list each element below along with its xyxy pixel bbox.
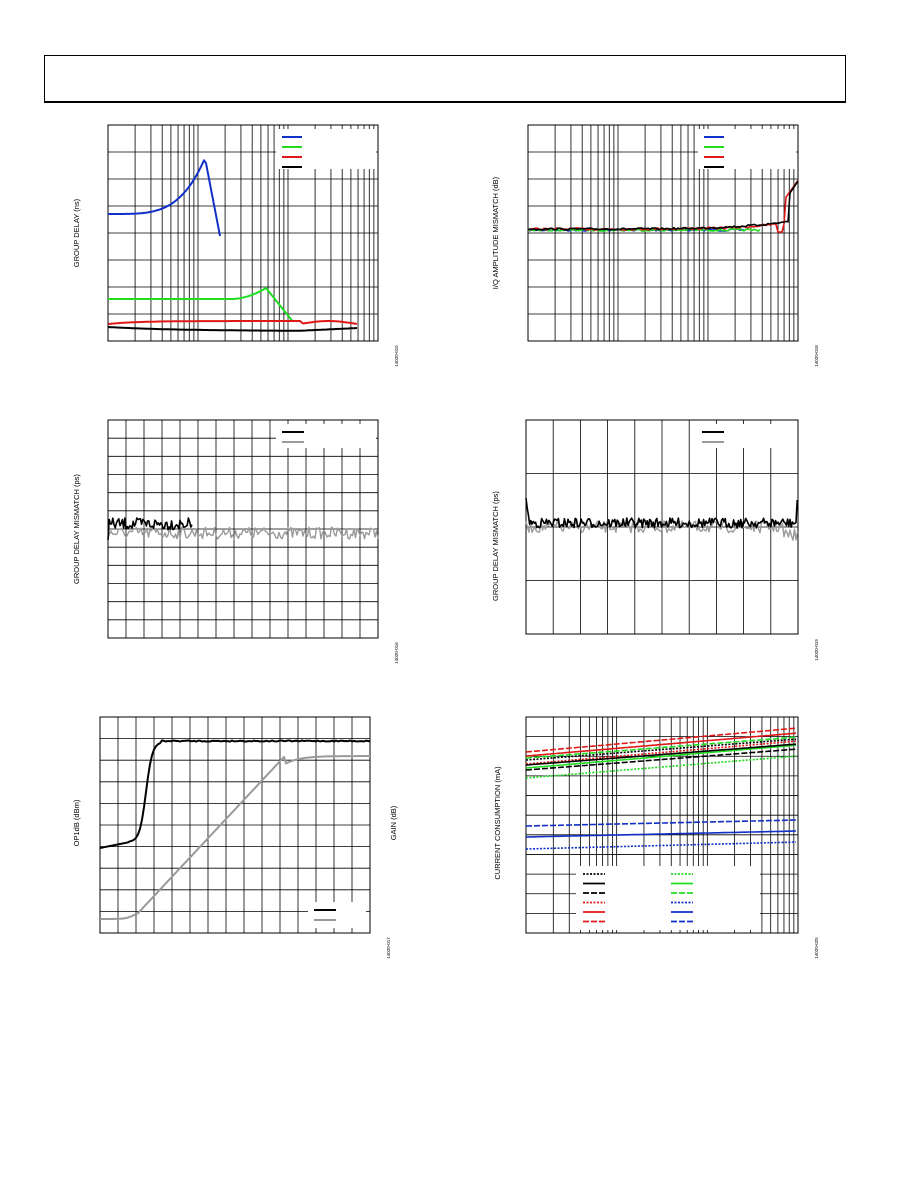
y-axis-label: CURRENT CONSUMPTION (mA) [493,766,502,880]
chart-c2: I/Q AMPLITUDE MISMATCH (dB) 14020-018 [491,124,819,367]
y-axis-label-right: GAIN (dB) [389,805,398,840]
series-line [525,736,797,759]
series-line [525,732,797,757]
figure-id: 14020-017 [386,937,391,959]
series-line [100,755,370,920]
chart-c4: GROUP DELAY MISMATCH (ps) 14020-019 [491,419,819,661]
series-line [108,159,221,237]
series-line [525,743,797,766]
y-axis-label: GROUP DELAY MISMATCH (ps) [72,474,81,584]
series-line [107,326,358,332]
legend-box [696,424,796,448]
series-line [525,755,797,779]
page-header-box [44,55,846,103]
y-axis-label: GROUP DELAY MISMATCH (ps) [491,491,500,601]
legend-box [698,129,796,169]
series-line [525,497,798,529]
chart-c1: GROUP DELAY (ns) 14020-015 [72,124,399,367]
series-line [525,738,797,761]
figure-id: 14020-018 [814,345,819,367]
legend-box [308,902,366,928]
legend-box [576,866,760,930]
chart-c5: OP1dB (dBm) GAIN (dB) 14020-017 [72,716,398,959]
legend-box [276,424,376,448]
series-line [527,180,799,231]
series-line [107,517,193,541]
y-axis-label: I/Q AMPLITUDE MISMATCH (dB) [491,176,500,289]
series-line [525,841,796,850]
series-line [107,320,358,325]
figure-id: 14020-016 [394,642,399,664]
series-line [525,727,797,753]
chart-c3: GROUP DELAY MISMATCH (ps) 14020-016 [72,419,399,664]
figure-id: 14020-019 [814,639,819,661]
figure-id: 14020-025 [814,937,819,959]
y-axis-label: GROUP DELAY (ns) [72,198,81,267]
y-axis-label: OP1dB (dBm) [72,799,81,846]
legend-box [276,129,376,169]
series-line [99,739,371,849]
series-line [525,819,797,827]
series-line [108,287,293,322]
chart-c6: CURRENT CONSUMPTION (mA) 14020-025 [493,716,819,959]
series-line [525,830,797,838]
figure-id: 14020-015 [394,345,399,367]
series-line [525,740,797,765]
series-line [525,748,797,771]
series-line [525,744,797,769]
